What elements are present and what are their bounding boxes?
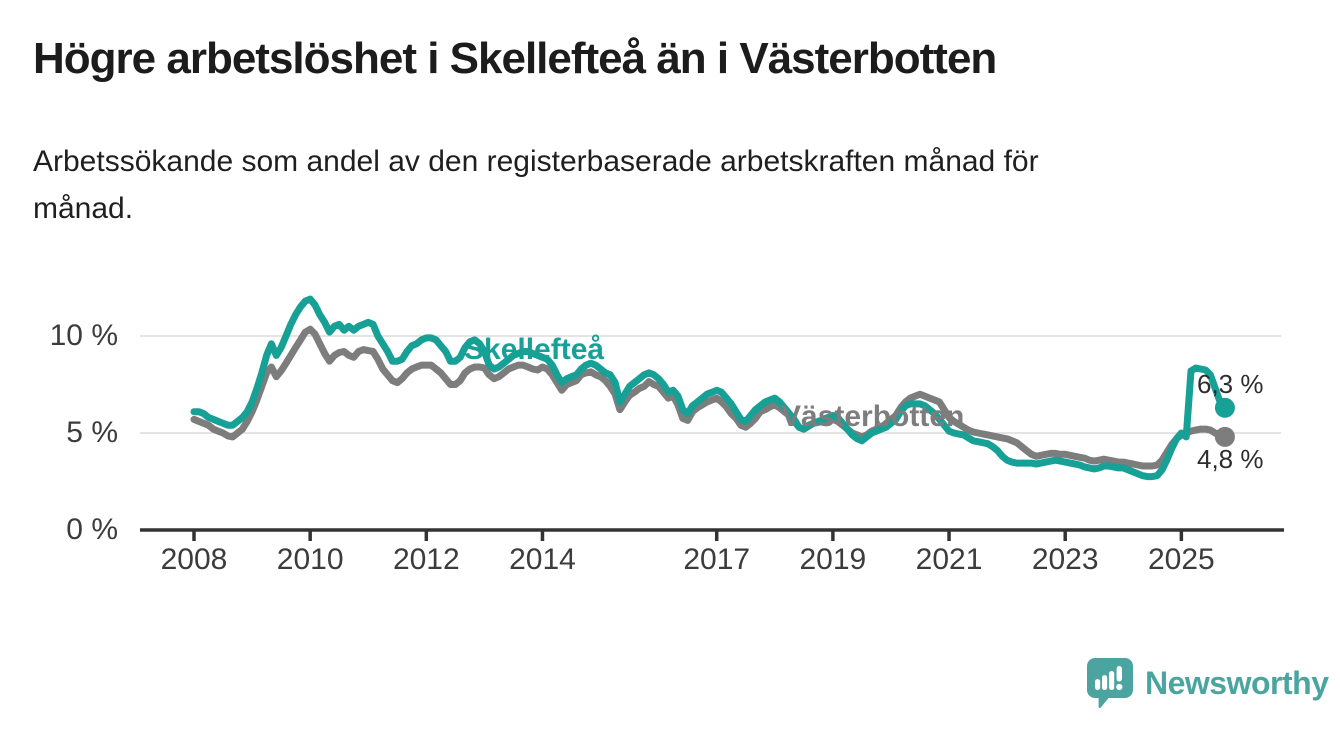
chart-title: Högre arbetslöshet i Skellefteå än i Väs… — [33, 34, 997, 83]
series-end-dot-västerbotten — [1214, 426, 1235, 447]
mini-bar-chart-glyph — [1095, 666, 1123, 691]
chart-subtitle-line2: månad. — [33, 192, 134, 225]
y-tick-label-10pct: 10 % — [49, 319, 118, 352]
chart-subtitle-line1: Arbetssökande som andel av den registerb… — [33, 145, 1039, 178]
series-end-dot-skellefteå — [1214, 397, 1235, 418]
series-label-skelleftea: Skellefteå — [464, 333, 605, 366]
x-tick-label-2017: 2017 — [683, 543, 751, 576]
brand-logo-lockup: Newsworthy — [1087, 658, 1329, 708]
exclamation-stem — [1116, 666, 1122, 682]
x-tick-label-2025: 2025 — [1147, 543, 1215, 576]
x-tick-label-2023: 2023 — [1031, 543, 1099, 576]
series-label-vasterbotten: Västerbotten — [781, 400, 965, 433]
x-tick-label-2010: 2010 — [276, 543, 344, 576]
x-tick-label-2021: 2021 — [915, 543, 983, 576]
x-tick-label-2008: 2008 — [160, 543, 228, 576]
brand-name: Newsworthy — [1145, 664, 1329, 701]
x-tick-label-2019: 2019 — [799, 543, 867, 576]
series-line-skellefteå — [190, 295, 1229, 481]
x-tick-label-2014: 2014 — [509, 543, 576, 576]
chart-subtitle: Arbetssökande som andel av den registerb… — [33, 138, 1253, 232]
series-line-västerbotten — [190, 325, 1229, 470]
end-value-label-vasterbotten: 4,8 % — [1197, 444, 1264, 474]
end-value-label-skelleftea: 6,3 % — [1197, 369, 1264, 399]
exclamation-dot — [1116, 683, 1123, 691]
newsworthy-speech-bubble-icon — [1087, 658, 1133, 708]
y-tick-label-0pct: 0 % — [66, 513, 118, 546]
y-tick-label-5pct: 5 % — [66, 416, 118, 449]
x-tick-label-2012: 2012 — [392, 543, 460, 576]
